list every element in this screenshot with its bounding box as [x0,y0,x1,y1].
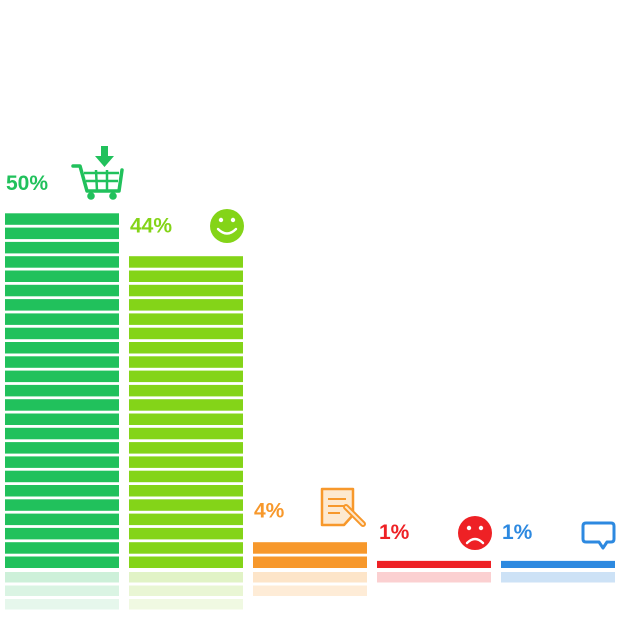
bar-smiley [129,256,243,568]
bar-label-cart: 50% [6,172,48,195]
bar-label-sad: 1% [379,521,410,544]
bar-reflection-cart [5,572,119,610]
bar-cart [5,213,119,568]
bar-reflection-smiley [129,572,243,610]
bar-reflection-chat [501,572,615,583]
chat-bubble-icon [581,521,616,550]
bar-chat [501,560,615,568]
sad-face-icon [458,516,492,550]
smiley-face-icon [210,209,244,243]
bar-label-document: 4% [254,500,285,523]
reflection-layer [5,572,615,610]
bar-reflection-document [253,572,367,596]
bar-sad [377,560,491,568]
bar-document [253,542,367,568]
document-pen-icon [320,487,368,529]
bars-layer [5,213,615,568]
bar-reflection-sad [377,572,491,583]
bar-label-chat: 1% [502,521,533,544]
bar-label-smiley: 44% [130,215,172,238]
cart-download-icon [71,146,124,200]
